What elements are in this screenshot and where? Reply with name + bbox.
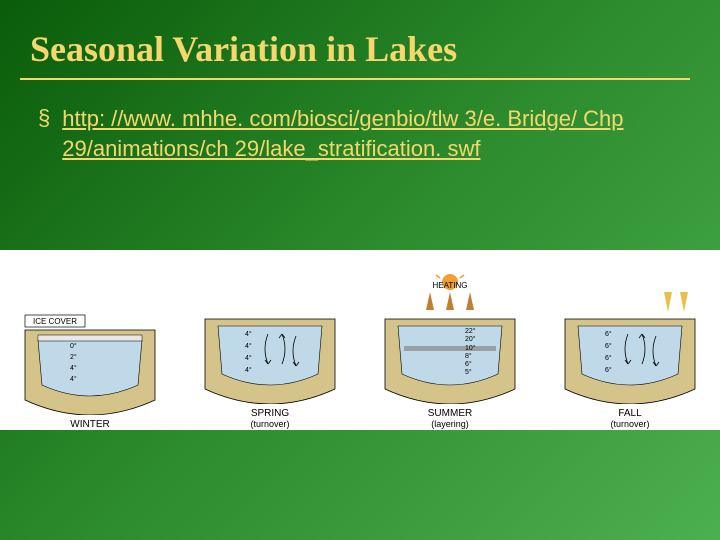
- panel-spring: 4° 4° 4° 4° SPRING (turnover): [180, 250, 360, 430]
- svg-text:20°: 20°: [465, 335, 476, 343]
- panel-label-winter: WINTER: [70, 419, 109, 430]
- lake-fall-svg: 6° 6° 6° 6°: [550, 274, 710, 404]
- panel-sub-summer: (layering): [431, 419, 469, 429]
- panel-sub-fall: (turnover): [610, 419, 649, 429]
- panel-winter: ICE COVER 0° 2° 4° 4° WINTER: [0, 250, 180, 430]
- svg-text:8°: 8°: [465, 352, 472, 360]
- lake-spring-svg: 4° 4° 4° 4°: [190, 274, 350, 404]
- panel-label-summer: SUMMER: [428, 408, 472, 419]
- svg-text:5°: 5°: [465, 368, 472, 376]
- svg-text:6°: 6°: [605, 342, 612, 350]
- bullet-item: § http: //www. mhhe. com/biosci/genbio/t…: [0, 80, 720, 163]
- svg-text:6°: 6°: [605, 330, 612, 338]
- svg-text:2°: 2°: [70, 353, 77, 361]
- lake-winter-svg: ICE COVER 0° 2° 4° 4°: [10, 285, 170, 415]
- slide-title: Seasonal Variation in Lakes: [0, 0, 720, 78]
- svg-text:ICE COVER: ICE COVER: [33, 317, 77, 326]
- panel-label-fall: FALL: [618, 408, 641, 419]
- svg-text:4°: 4°: [245, 330, 252, 338]
- panel-fall: 6° 6° 6° 6° FALL (turnover): [540, 250, 720, 430]
- bullet-icon: §: [38, 104, 50, 133]
- svg-text:6°: 6°: [605, 366, 612, 374]
- svg-text:4°: 4°: [245, 354, 252, 362]
- svg-text:4°: 4°: [245, 366, 252, 374]
- svg-text:0°: 0°: [70, 342, 77, 350]
- panel-summer: HEATING 22° 20° 10° 8° 6° 5° SUMMER (lay…: [360, 250, 540, 430]
- svg-text:4°: 4°: [70, 364, 77, 372]
- svg-text:6°: 6°: [605, 354, 612, 362]
- svg-text:22°: 22°: [465, 327, 476, 335]
- animation-link[interactable]: http: //www. mhhe. com/biosci/genbio/tlw…: [62, 104, 690, 163]
- svg-text:6°: 6°: [465, 360, 472, 368]
- panel-sub-spring: (turnover): [250, 419, 289, 429]
- panel-label-spring: SPRING: [251, 408, 289, 419]
- svg-text:HEATING: HEATING: [433, 281, 468, 290]
- lake-diagram-strip: ICE COVER 0° 2° 4° 4° WINTER 4° 4° 4° 4°: [0, 250, 720, 430]
- lake-summer-svg: HEATING 22° 20° 10° 8° 6° 5°: [370, 274, 530, 404]
- svg-text:10°: 10°: [465, 344, 476, 352]
- svg-text:4°: 4°: [70, 375, 77, 383]
- svg-text:4°: 4°: [245, 342, 252, 350]
